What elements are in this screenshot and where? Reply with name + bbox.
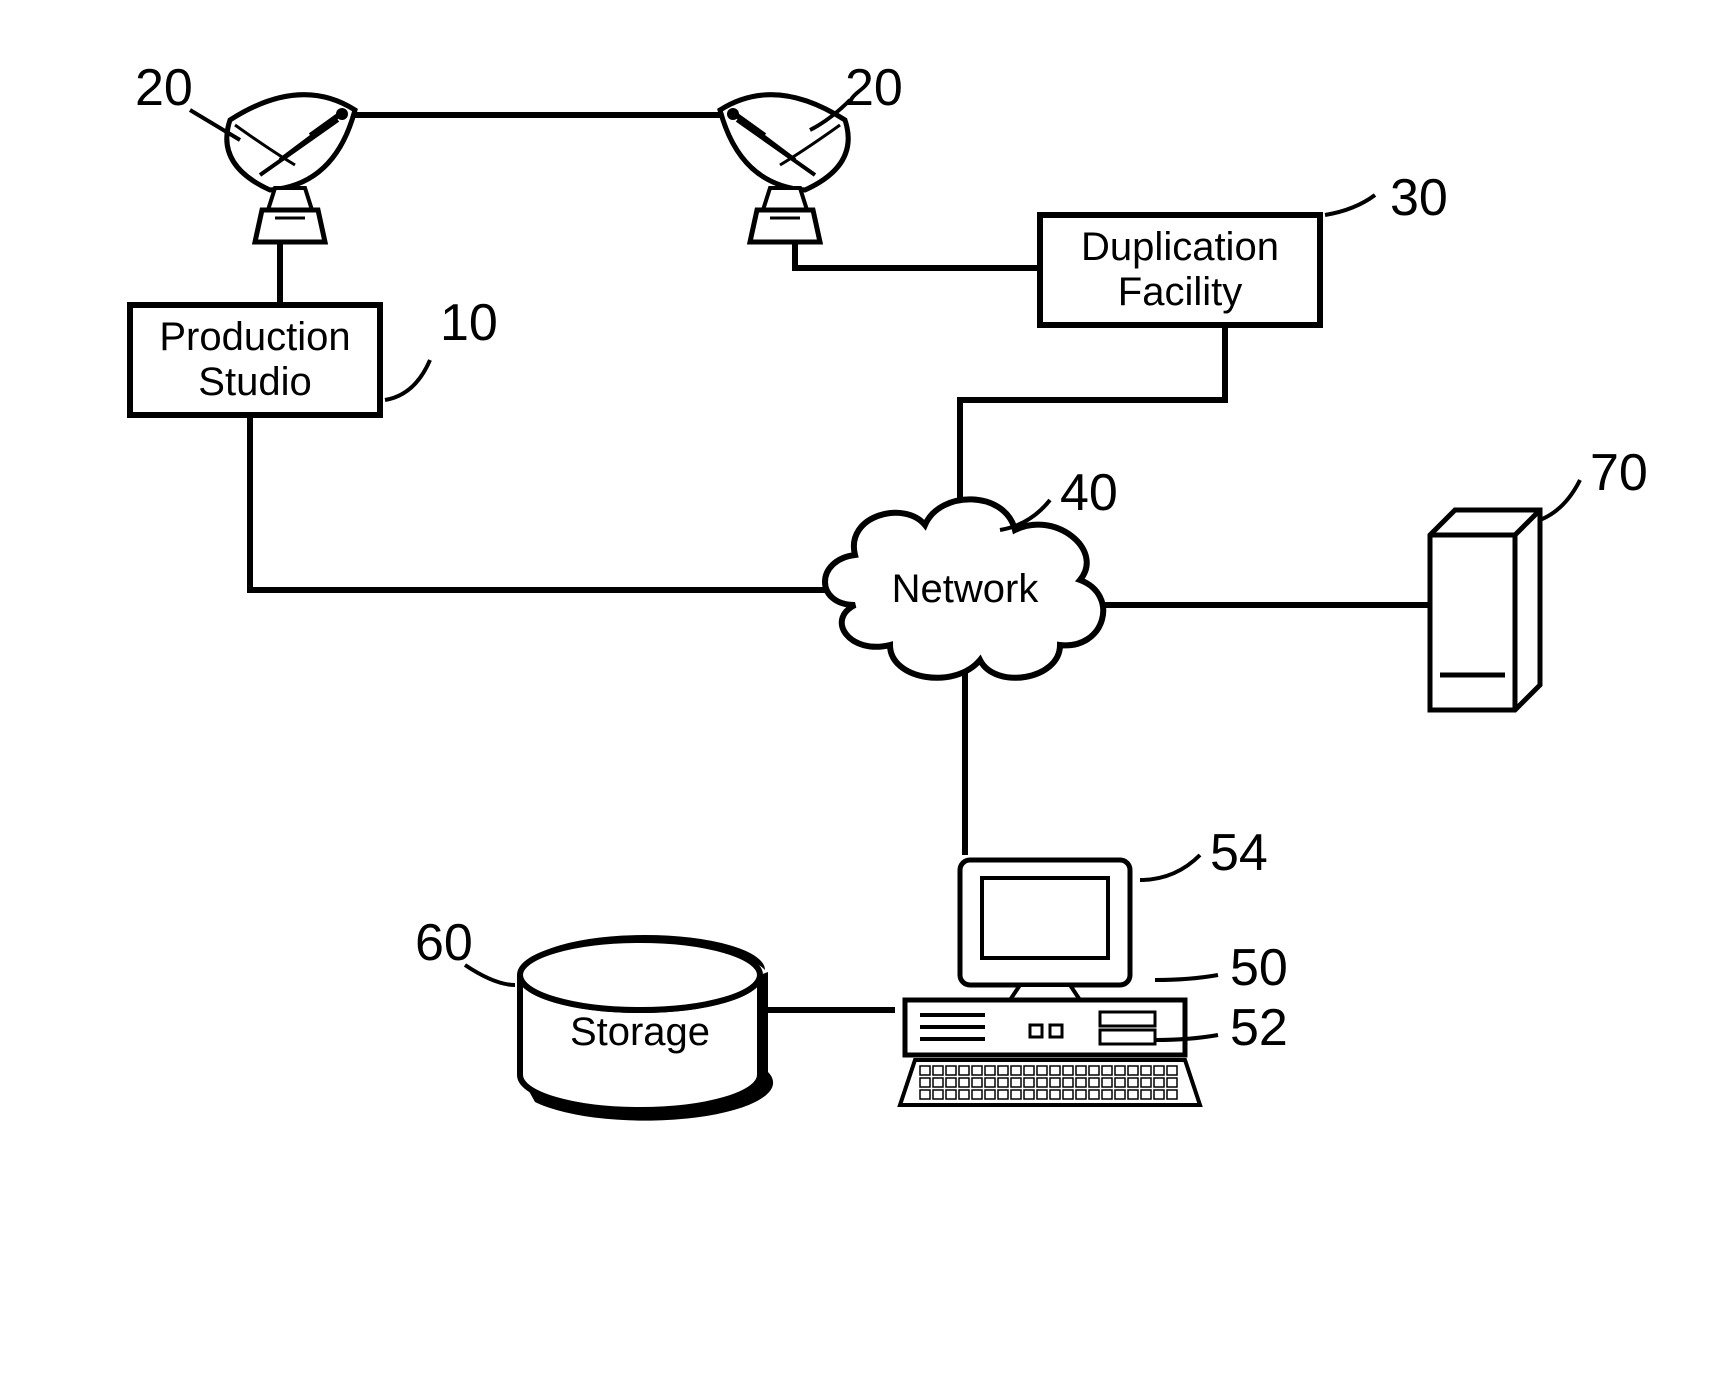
storage-node: Storage	[520, 935, 773, 1121]
ref-number: 70	[1590, 444, 1648, 502]
network-cloud-node: Network	[825, 499, 1103, 677]
edge	[795, 243, 1040, 268]
ref-number: 30	[1390, 169, 1448, 227]
production-studio-label-2: Studio	[198, 360, 311, 404]
ref-number: 20	[135, 59, 193, 117]
production-studio-node: Production Studio	[130, 305, 380, 415]
ref-number: 50	[1230, 939, 1288, 997]
ref-number: 40	[1060, 464, 1118, 522]
production-studio-label-1: Production	[159, 315, 350, 359]
ref-number: 52	[1230, 999, 1288, 1057]
server-node	[1430, 510, 1540, 710]
storage-label: Storage	[570, 1010, 710, 1054]
satellite-dish-left	[227, 95, 355, 242]
duplication-facility-label-1: Duplication	[1081, 225, 1279, 269]
computer-node	[900, 860, 1200, 1105]
duplication-facility-label-2: Facility	[1118, 270, 1242, 314]
ref-number: 20	[845, 59, 903, 117]
system-diagram: Production Studio Duplication Facility N…	[0, 0, 1726, 1375]
ref-number: 60	[415, 914, 473, 972]
duplication-facility-node: Duplication Facility	[1040, 215, 1320, 325]
edge	[250, 415, 855, 590]
ref-number: 10	[440, 294, 498, 352]
network-label: Network	[892, 567, 1040, 611]
ref-number: 54	[1210, 824, 1268, 882]
